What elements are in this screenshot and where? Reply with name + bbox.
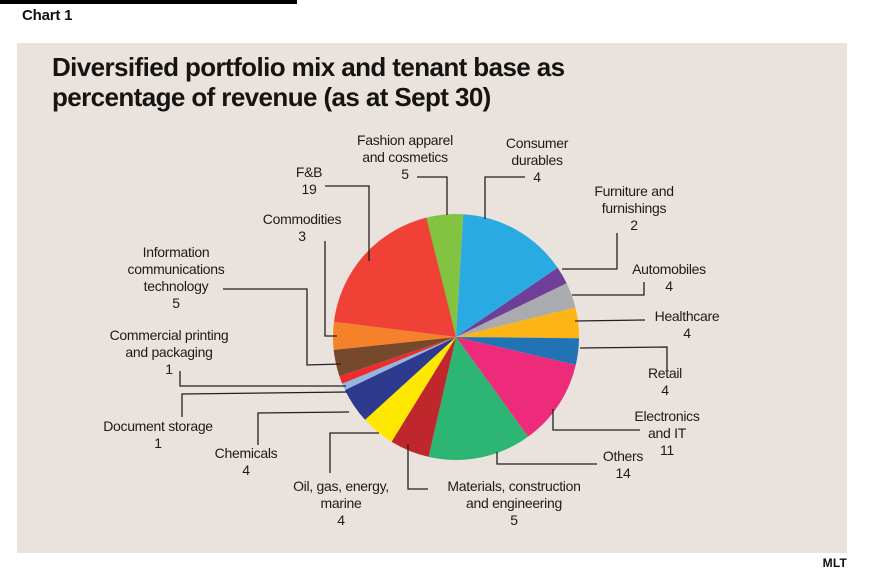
pie-chart <box>179 176 668 490</box>
leader-line-9 <box>329 432 379 473</box>
pie-slice-6 <box>456 337 576 437</box>
pie-slice-13 <box>333 337 456 377</box>
leader-line-14 <box>324 241 337 337</box>
pie-slice-0 <box>425 214 464 337</box>
top-rule-divider <box>0 0 297 4</box>
leader-line-3 <box>572 282 645 296</box>
pie-slice-14 <box>332 321 456 350</box>
slice-label-ict: Information communications technology 5 <box>127 244 225 311</box>
leader-line-13 <box>223 288 342 366</box>
leader-line-5 <box>579 346 668 370</box>
chart-panel: Diversified portfolio mix and tenant bas… <box>17 43 847 553</box>
source-credit: MLT <box>822 556 847 570</box>
leader-line-2 <box>562 233 618 270</box>
slice-label-commodities: Commodities 3 <box>262 211 342 244</box>
leader-line-8 <box>407 444 428 490</box>
slice-label-chemicals: Chemicals 4 <box>214 445 278 478</box>
slice-label-materials-construction: Materials, construction and engineering 5 <box>447 478 581 528</box>
leader-line-11 <box>181 391 349 417</box>
pie-slice-4 <box>456 307 579 339</box>
slice-label-electronics-it: Electronics and IT 11 <box>634 408 700 458</box>
slice-label-healthcare: Healthcare 4 <box>654 308 720 341</box>
leader-line-12 <box>179 371 346 387</box>
leader-line-10 <box>257 411 350 445</box>
slice-label-retail: Retail 4 <box>648 365 682 398</box>
slice-label-automobiles: Automobiles 4 <box>632 261 706 294</box>
leader-line-7 <box>496 452 597 465</box>
chart-number-label: Chart 1 <box>22 7 73 24</box>
leader-line-0 <box>417 176 448 215</box>
slice-label-fashion-apparel: Fashion apparel and cosmetics 5 <box>357 132 453 182</box>
pie-slice-15 <box>333 217 456 337</box>
pie-slice-3 <box>456 283 576 337</box>
leader-line-6 <box>552 409 640 431</box>
slice-label-oil-gas-energy-marine: Oil, gas, energy, marine 4 <box>293 478 389 528</box>
pie-slice-7 <box>428 337 529 461</box>
leader-line-15 <box>325 185 370 261</box>
slice-label-fnb: F&B 19 <box>295 164 323 197</box>
pie-slice-9 <box>365 337 456 442</box>
pie-slice-11 <box>342 337 456 390</box>
pie-slice-1 <box>456 214 558 337</box>
pie-slice-2 <box>456 267 567 337</box>
chart-title: Diversified portfolio mix and tenant bas… <box>52 52 565 112</box>
pie-slice-5 <box>456 337 579 365</box>
slice-label-consumer-durables: Consumer durables 4 <box>505 135 569 185</box>
pie-slice-12 <box>339 337 456 384</box>
slice-label-document-storage: Document storage 1 <box>103 418 213 451</box>
slice-label-others: Others 14 <box>602 448 644 481</box>
slice-label-furniture-furnishings: Furniture and furnishings 2 <box>594 183 674 233</box>
slice-label-commercial-printing: Commercial printing and packaging 1 <box>109 327 229 377</box>
leader-line-4 <box>574 319 646 322</box>
pie-slice-10 <box>344 337 456 420</box>
pie-slice-8 <box>391 337 456 457</box>
leader-line-1 <box>484 176 525 219</box>
